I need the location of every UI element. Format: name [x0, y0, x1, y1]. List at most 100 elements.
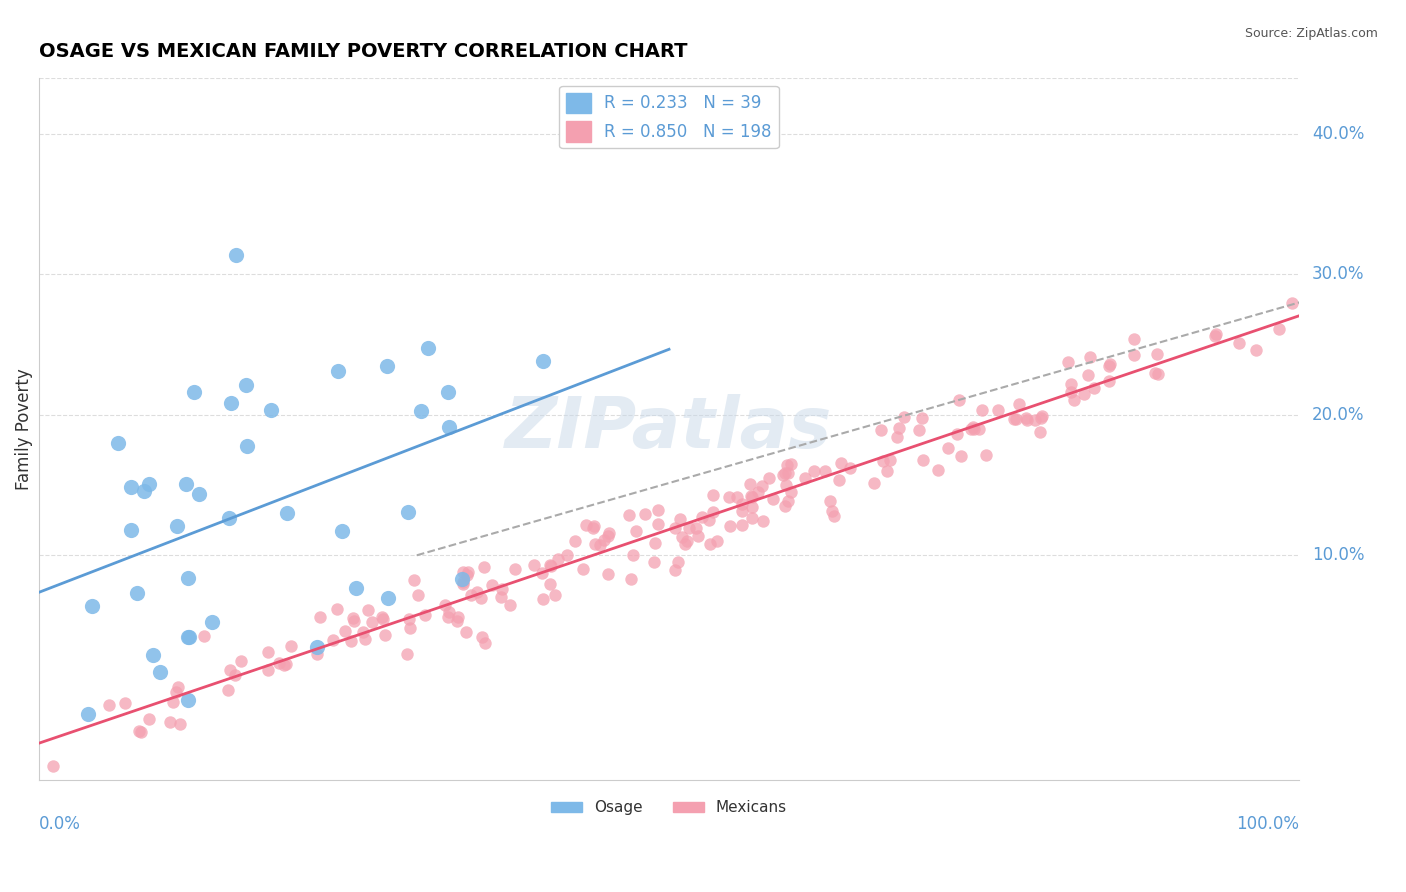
- Point: [273, 657, 295, 672]
- Point: [731, 518, 754, 533]
- Point: [467, 585, 489, 599]
- Point: [893, 409, 915, 424]
- Point: [673, 536, 696, 550]
- Point: [274, 657, 297, 672]
- Point: [803, 464, 825, 478]
- Point: [1029, 410, 1052, 425]
- Point: [643, 555, 665, 569]
- Point: [120, 481, 142, 495]
- Point: [1205, 326, 1227, 341]
- Point: [1031, 409, 1053, 424]
- Point: [772, 467, 794, 482]
- Point: [1063, 393, 1085, 408]
- Text: 20.0%: 20.0%: [1312, 406, 1365, 424]
- Point: [530, 566, 553, 580]
- Point: [911, 452, 934, 467]
- Point: [481, 578, 503, 592]
- Point: [322, 632, 344, 647]
- Text: 10.0%: 10.0%: [1312, 546, 1365, 565]
- Point: [1015, 413, 1038, 427]
- Point: [503, 562, 526, 576]
- Point: [138, 712, 160, 726]
- Point: [564, 534, 586, 549]
- Point: [377, 591, 399, 606]
- Legend: Osage, Mexicans: Osage, Mexicans: [546, 795, 793, 822]
- Point: [780, 458, 803, 472]
- Point: [177, 571, 200, 585]
- Point: [821, 503, 844, 517]
- Point: [538, 558, 561, 572]
- Point: [257, 663, 280, 677]
- Point: [174, 477, 197, 491]
- Point: [620, 572, 643, 586]
- Point: [1028, 425, 1050, 439]
- Point: [177, 693, 200, 707]
- Point: [325, 602, 347, 616]
- Point: [794, 471, 817, 485]
- Point: [647, 517, 669, 532]
- Point: [706, 534, 728, 549]
- Point: [447, 609, 470, 624]
- Point: [870, 423, 893, 437]
- Point: [1073, 386, 1095, 401]
- Point: [499, 598, 522, 612]
- Point: [167, 680, 190, 694]
- Point: [267, 656, 290, 670]
- Point: [371, 612, 394, 626]
- Point: [818, 494, 841, 508]
- Point: [231, 654, 253, 668]
- Point: [927, 463, 949, 477]
- Point: [747, 485, 769, 500]
- Point: [1227, 335, 1250, 350]
- Point: [225, 247, 247, 261]
- Point: [547, 552, 569, 566]
- Point: [963, 422, 986, 436]
- Point: [451, 577, 474, 591]
- Point: [371, 610, 394, 624]
- Point: [375, 359, 398, 373]
- Point: [162, 695, 184, 709]
- Point: [575, 518, 598, 533]
- Point: [936, 442, 959, 456]
- Point: [686, 529, 709, 543]
- Text: Source: ZipAtlas.com: Source: ZipAtlas.com: [1244, 27, 1378, 40]
- Point: [540, 559, 562, 574]
- Point: [416, 341, 439, 355]
- Point: [778, 467, 800, 481]
- Point: [98, 698, 121, 712]
- Point: [131, 725, 153, 739]
- Point: [731, 497, 754, 511]
- Point: [751, 479, 773, 493]
- Point: [333, 624, 356, 638]
- Point: [778, 493, 800, 508]
- Point: [830, 456, 852, 470]
- Point: [773, 466, 796, 480]
- Point: [872, 453, 894, 467]
- Point: [1024, 413, 1046, 427]
- Point: [451, 565, 474, 579]
- Point: [592, 533, 614, 548]
- Point: [758, 471, 780, 485]
- Point: [1057, 354, 1080, 368]
- Point: [330, 524, 353, 538]
- Point: [675, 533, 697, 548]
- Point: [1002, 411, 1025, 425]
- Text: 30.0%: 30.0%: [1312, 265, 1365, 284]
- Point: [773, 500, 796, 514]
- Point: [1077, 368, 1099, 382]
- Point: [945, 427, 967, 442]
- Point: [1097, 359, 1119, 374]
- Point: [256, 645, 278, 659]
- Point: [948, 392, 970, 407]
- Point: [76, 707, 98, 722]
- Point: [702, 505, 724, 519]
- Point: [474, 636, 496, 650]
- Point: [451, 575, 474, 590]
- Point: [702, 488, 724, 502]
- Point: [1099, 357, 1122, 371]
- Point: [823, 508, 845, 523]
- Point: [699, 536, 721, 550]
- Point: [697, 513, 720, 527]
- Point: [437, 610, 460, 624]
- Point: [114, 696, 136, 710]
